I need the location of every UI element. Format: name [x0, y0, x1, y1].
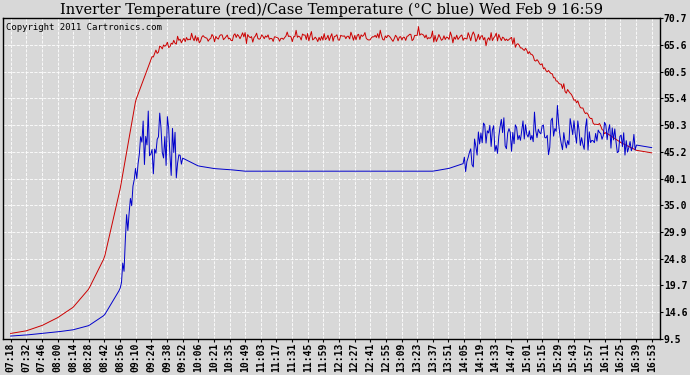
Title: Inverter Temperature (red)/Case Temperature (°C blue) Wed Feb 9 16:59: Inverter Temperature (red)/Case Temperat… [59, 3, 602, 17]
Text: Copyright 2011 Cartronics.com: Copyright 2011 Cartronics.com [6, 23, 162, 32]
